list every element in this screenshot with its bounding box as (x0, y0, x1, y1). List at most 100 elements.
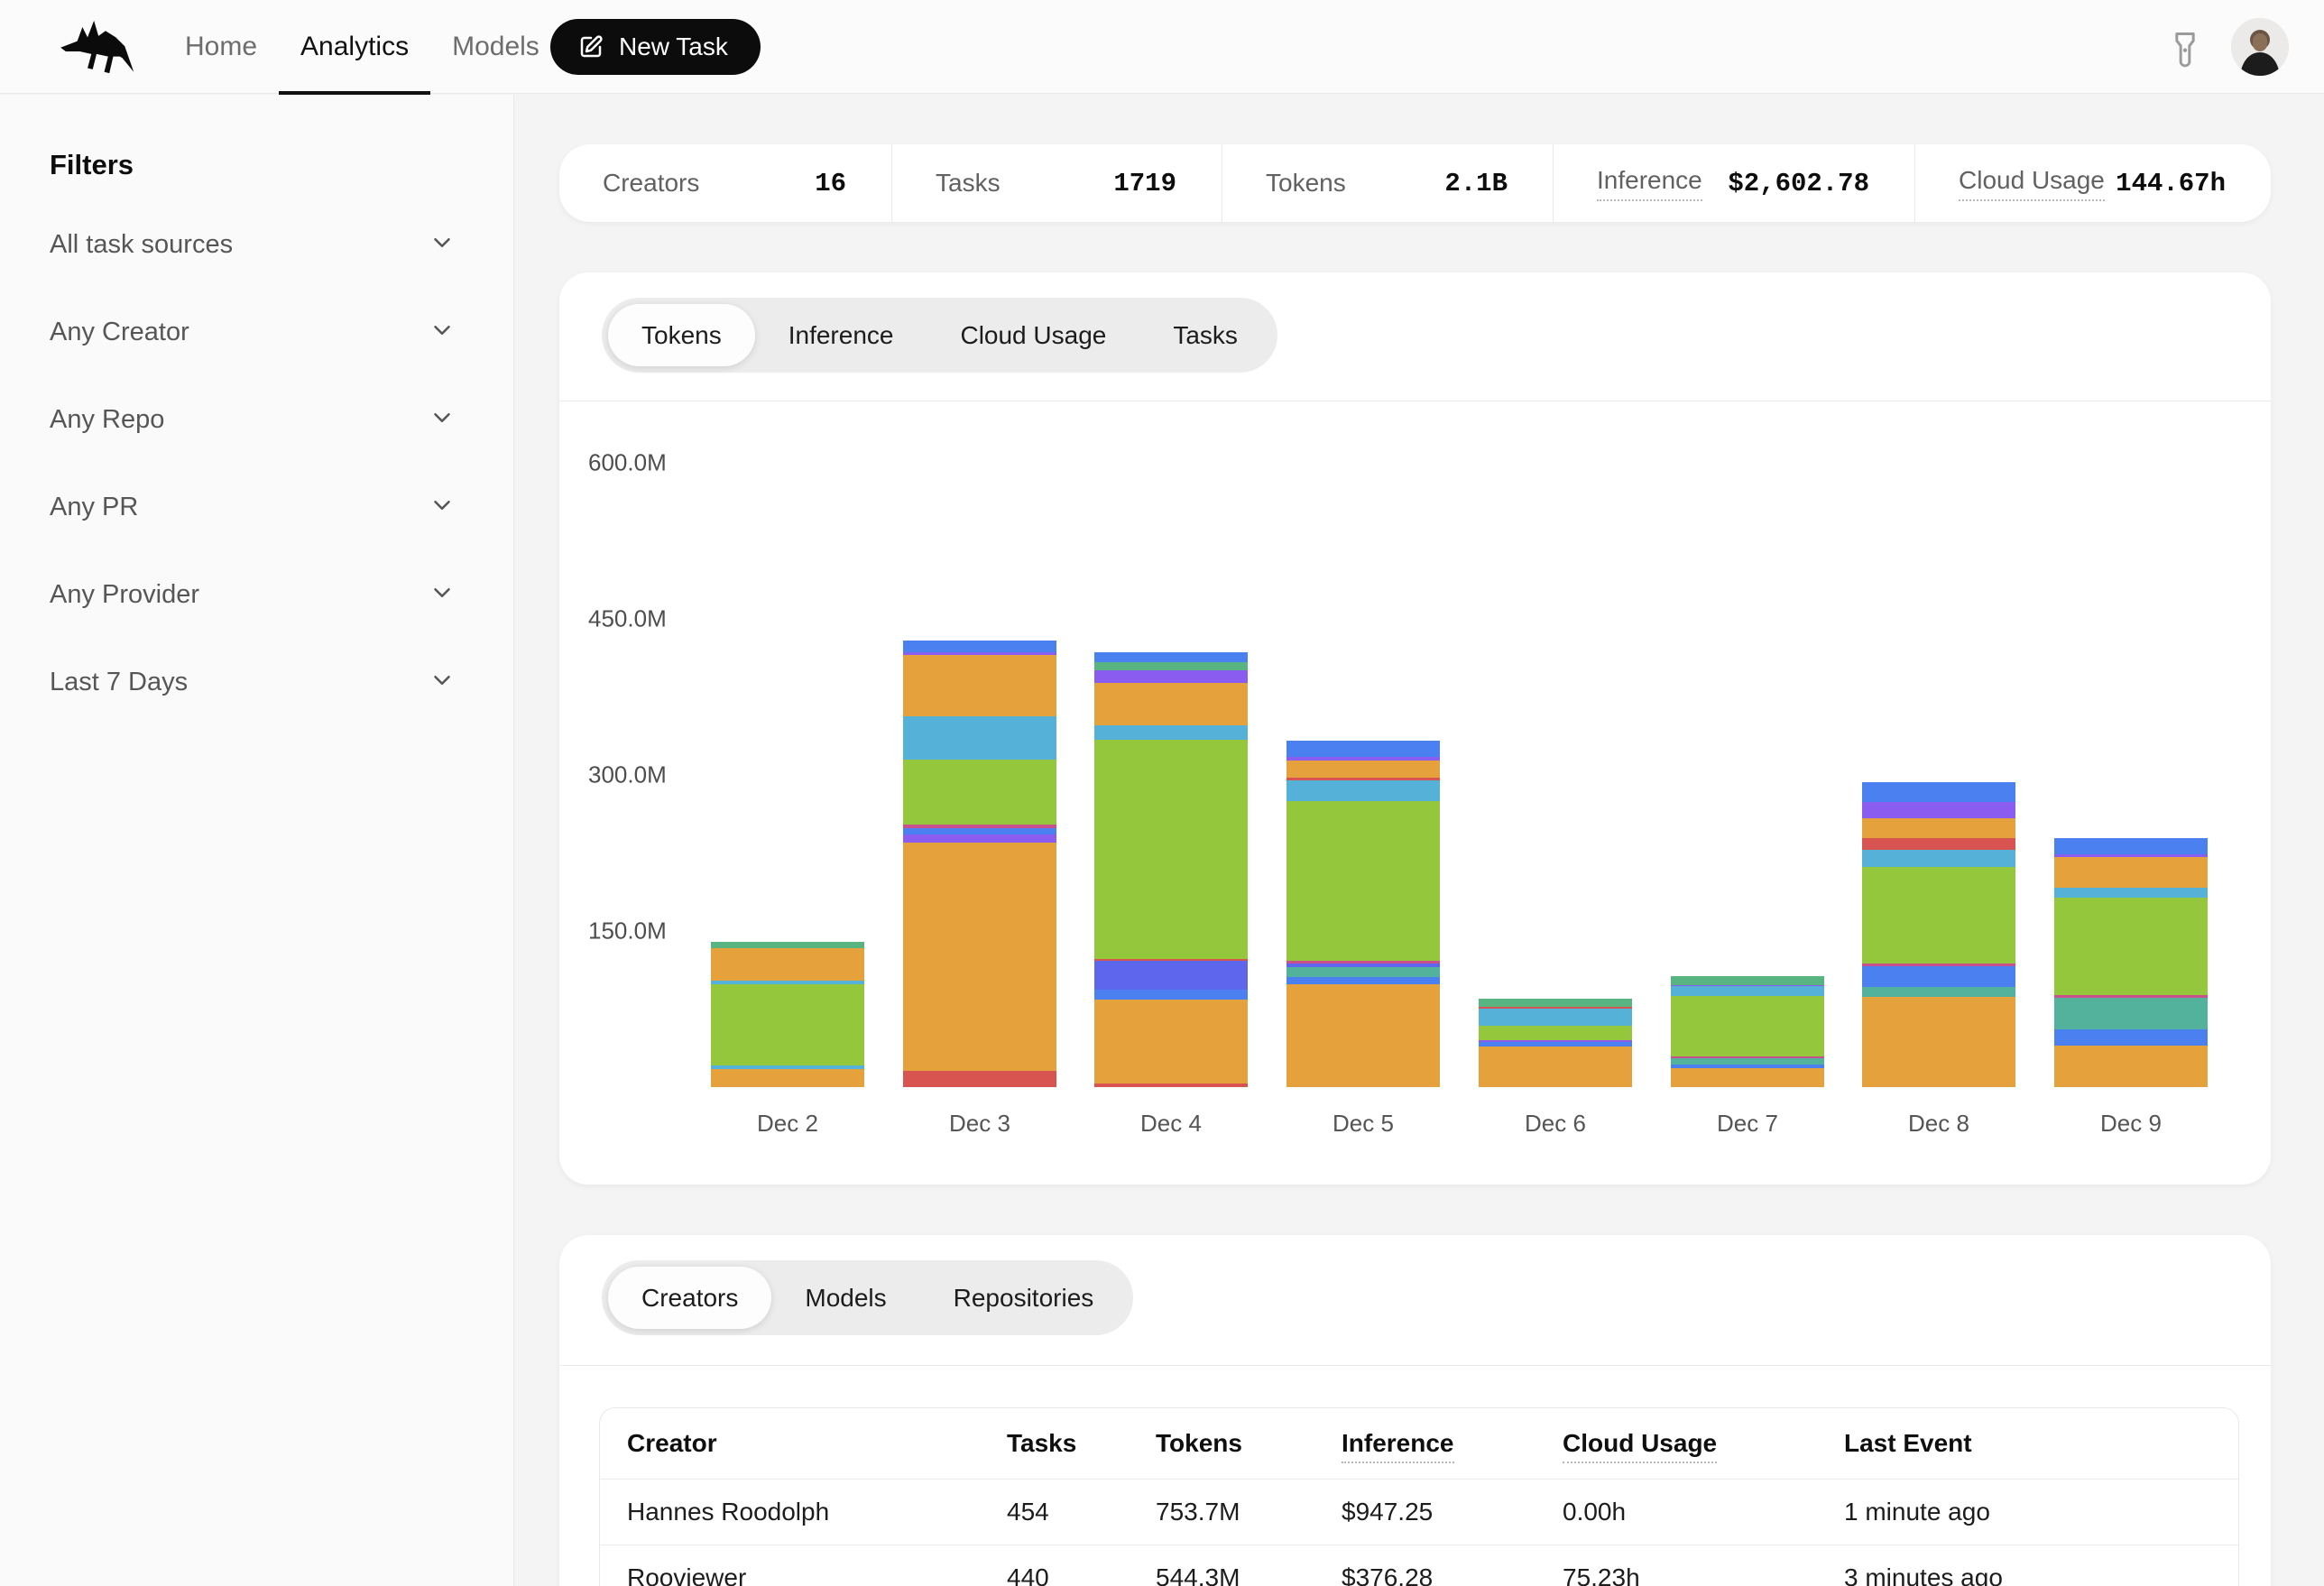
nav-item-models[interactable]: Models (452, 32, 540, 61)
column-header-label: Inference (1342, 1429, 1454, 1463)
stat-creators: Creators 16 (559, 144, 891, 222)
bar-segment-magenta (1286, 961, 1440, 964)
stat-label[interactable]: Inference (1597, 166, 1702, 201)
column-header-tasks: Tasks (1007, 1429, 1156, 1458)
bar-segment-orange (1862, 996, 2015, 1087)
creator-name: Rooviewer (627, 1563, 747, 1586)
column-header-label: Tokens (1156, 1429, 1242, 1457)
nav-item-home[interactable]: Home (185, 32, 258, 61)
tab-inference[interactable]: Inference (788, 320, 894, 349)
filter-item-2[interactable]: Any Repo (50, 400, 456, 439)
x-axis-label: Dec 3 (949, 1110, 1010, 1137)
top-nav: Home Analytics Models New Task (0, 0, 2324, 95)
user-avatar[interactable] (2231, 18, 2289, 76)
chevron-down-icon (429, 667, 456, 698)
bar-segment-purple (903, 834, 1056, 843)
bar-segment-green (1286, 800, 1440, 962)
tab-models[interactable]: Models (805, 1283, 887, 1312)
breakdown-tab-group: Creators Models Repositories (602, 1260, 1134, 1335)
bar-segment-blue (2054, 838, 2208, 855)
bar-segment-magenta (903, 825, 1056, 828)
bar-dec-3[interactable]: Dec 3 (903, 641, 1056, 1137)
bar-segment-tealgreen (1094, 661, 1248, 671)
bar-segment-blue (1094, 989, 1248, 1000)
x-axis-label: Dec 9 (2100, 1110, 2162, 1137)
creators-table: Creator Tasks Tokens Inference Cloud Usage La… (599, 1407, 2239, 1586)
stat-inference: Inference $2,602.78 (1553, 144, 1914, 222)
bar-segment-indigo (1286, 964, 1440, 968)
bar-segment-orange (2054, 857, 2208, 889)
filter-item-3[interactable]: Any PR (50, 487, 456, 527)
filter-item-label: Any Repo (50, 404, 165, 434)
filter-item-label: All task sources (50, 229, 234, 259)
y-tick-label: 450.0M (588, 604, 667, 632)
chart-card: Tokens Inference Cloud Usage Tasks 150.0M 30… (559, 272, 2271, 1185)
stacked-bar-chart: Dec 2 Dec 3 Dec 4 Dec 5 Dec 6 Dec 7 Dec 8 Dec 9 (711, 272, 2208, 1137)
cell-value: $376.28 (1342, 1563, 1434, 1586)
filter-item-4[interactable]: Any Provider (50, 575, 456, 614)
column-header-tokens: Tokens (1156, 1429, 1342, 1458)
creator-name: Hannes Roodolph (627, 1498, 830, 1526)
bar-dec-6[interactable]: Dec 6 (1479, 998, 1632, 1137)
filter-item-label: Last 7 Days (50, 667, 189, 696)
bar-segment-purple (1094, 670, 1248, 683)
bar-dec-9[interactable]: Dec 9 (2054, 838, 2208, 1137)
bar-dec-4[interactable]: Dec 4 (1094, 652, 1248, 1137)
edit-icon (577, 33, 604, 60)
column-header-label: Creator (627, 1429, 717, 1457)
tab-repositories[interactable]: Repositories (953, 1283, 1094, 1312)
filter-item-0[interactable]: All task sources (50, 225, 456, 264)
bar-dec-7[interactable]: Dec 7 (1671, 976, 1824, 1137)
bar-dec-5[interactable]: Dec 5 (1286, 741, 1440, 1137)
cell-value: 544.3M (1156, 1563, 1240, 1586)
bar-segment-orange (1862, 818, 2015, 839)
stat-value: 16 (815, 168, 846, 198)
bar-segment-skyblue (2054, 888, 2208, 899)
x-axis-label: Dec 8 (1908, 1110, 1969, 1137)
stat-value: 1719 (1113, 168, 1176, 198)
cell-value: 75.23h (1563, 1563, 1640, 1586)
bar-segment-blue (1671, 1064, 1824, 1069)
bar-segment-teal (1862, 987, 2015, 997)
tab-creators[interactable]: Creators (608, 1267, 772, 1329)
bar-dec-2[interactable]: Dec 2 (711, 941, 864, 1137)
x-axis-label: Dec 4 (1140, 1110, 1202, 1137)
bar-segment-green (1094, 740, 1248, 959)
bar-segment-indigo (1094, 961, 1248, 990)
tab-tokens[interactable]: Tokens (608, 304, 755, 366)
filter-item-1[interactable]: Any Creator (50, 312, 456, 352)
new-task-label: New Task (619, 32, 728, 60)
filter-item-5[interactable]: Last 7 Days (50, 662, 456, 702)
bar-segment-orange (711, 947, 864, 982)
new-task-button[interactable]: New Task (550, 19, 761, 75)
bar-segment-magenta (2054, 994, 2208, 998)
column-header-cloud-usage[interactable]: Cloud Usage (1563, 1429, 1844, 1463)
table-row[interactable]: Rooviewer 440 544.3M $376.28 75.23h 3 minutes… (600, 1545, 2238, 1586)
stat-label: Tasks (936, 169, 1001, 197)
stat-label: Creators (603, 169, 700, 197)
bar-segment-red (1094, 1083, 1248, 1087)
table-row[interactable]: Hannes Roodolph 454 753.7M $947.25 0.00h 1 mi… (600, 1480, 2238, 1545)
stat-cloud-usage: Cloud Usage 144.67h (1914, 144, 2271, 222)
bar-segment-tealgreen (1479, 998, 1632, 1008)
bar-segment-orange (1094, 999, 1248, 1083)
filter-item-label: Any PR (50, 492, 139, 521)
nav-item-analytics[interactable]: Analytics (279, 0, 431, 95)
stat-label[interactable]: Cloud Usage (1959, 166, 2105, 201)
bar-segment-green (1671, 996, 1824, 1057)
cell-value: 753.7M (1156, 1498, 1240, 1526)
bar-segment-purple (1479, 1040, 1632, 1043)
stat-value: 144.67h (2116, 168, 2226, 198)
bar-segment-green (1479, 1025, 1632, 1041)
column-header-inference[interactable]: Inference (1342, 1429, 1563, 1463)
flashlight-icon[interactable] (2165, 30, 2205, 69)
column-header-label: Tasks (1007, 1429, 1077, 1457)
tab-cloud-usage[interactable]: Cloud Usage (960, 320, 1107, 349)
bar-segment-blue (1862, 782, 2015, 802)
bar-segment-purple (2054, 854, 2208, 858)
kangaroo-logo (58, 18, 135, 76)
bar-dec-8[interactable]: Dec 8 (1862, 782, 2015, 1137)
bar-segment-purple (1286, 756, 1440, 761)
tab-tasks[interactable]: Tasks (1173, 320, 1238, 349)
bar-segment-orange (903, 843, 1056, 1071)
